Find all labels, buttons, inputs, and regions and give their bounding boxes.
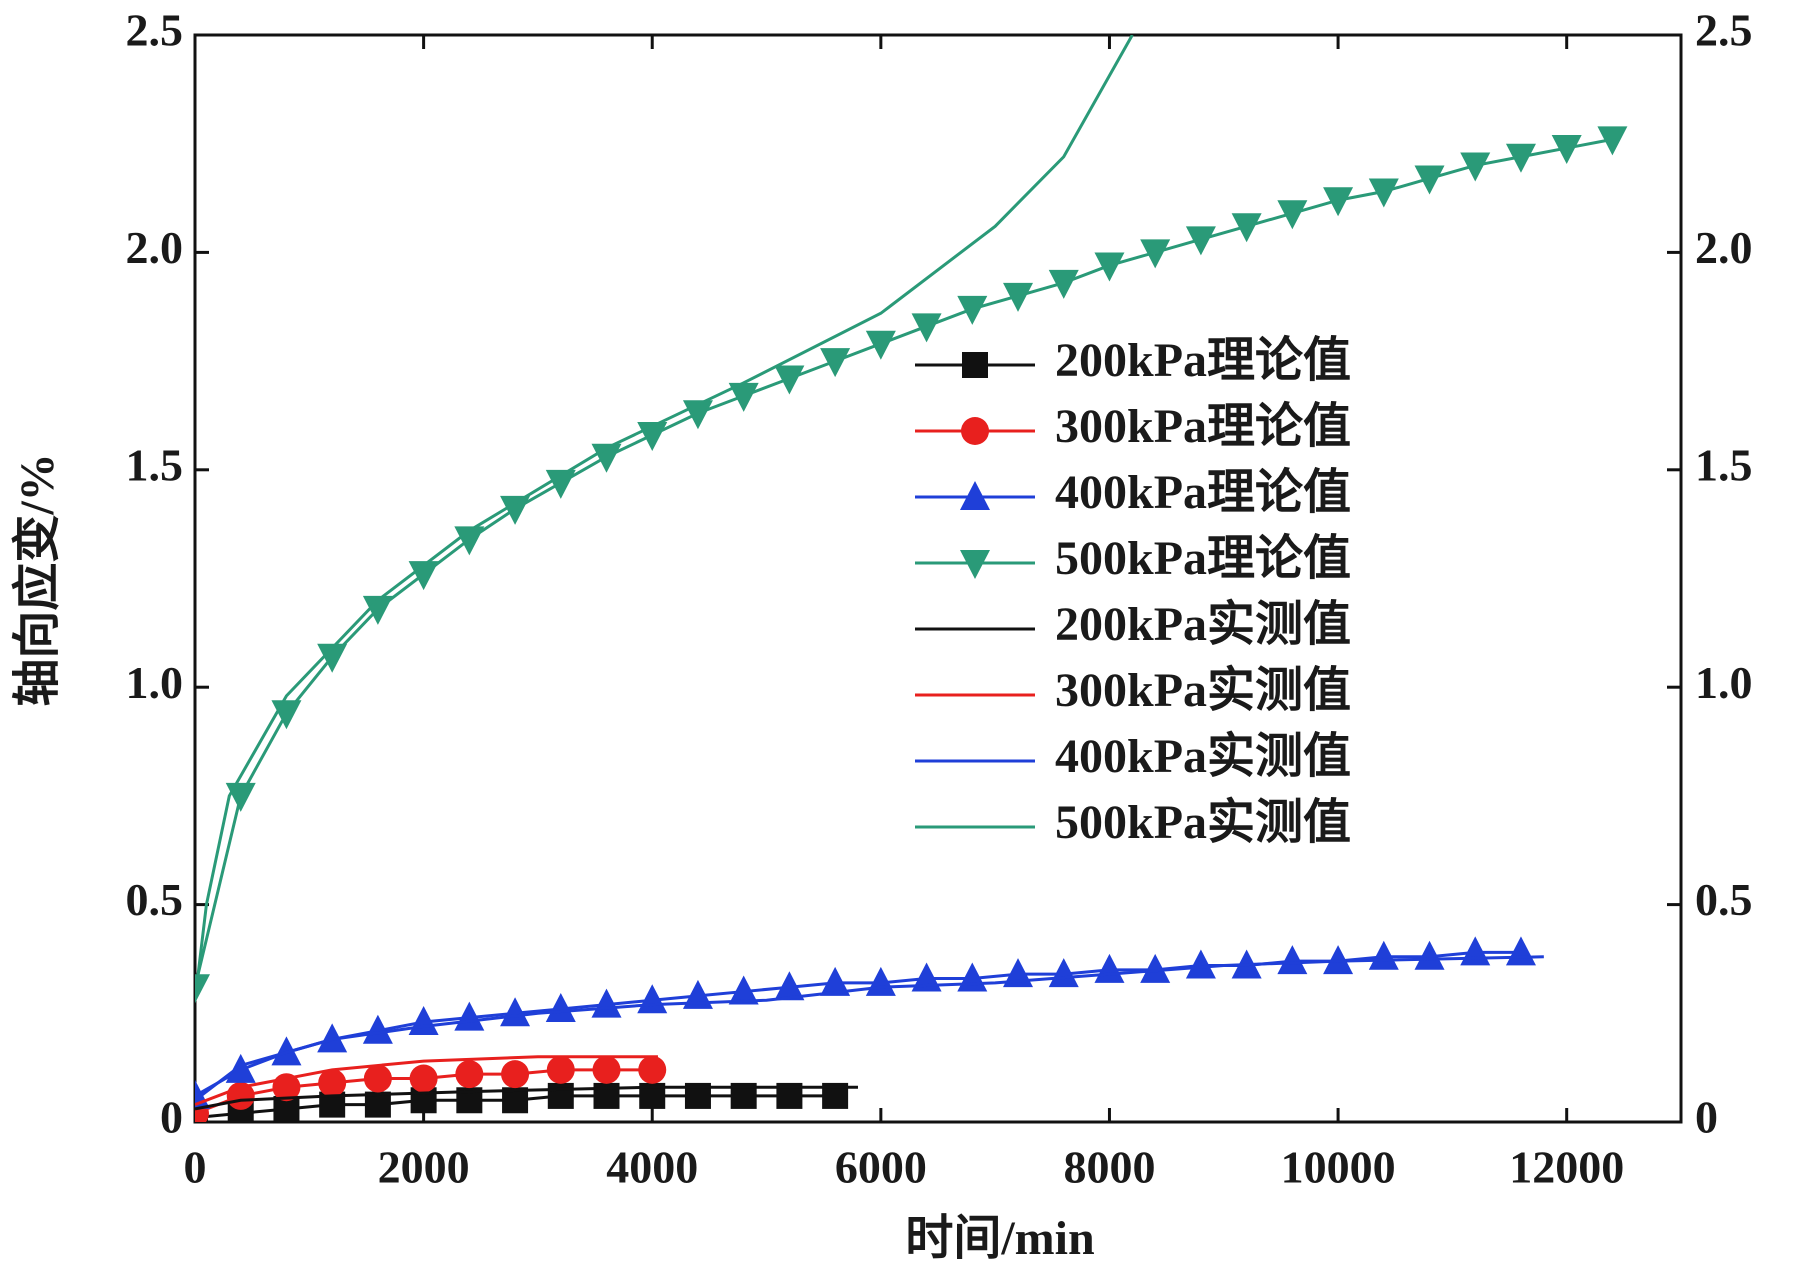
marker [317, 643, 348, 673]
marker [454, 526, 485, 556]
marker [1277, 945, 1308, 975]
x-tick-label: 6000 [835, 1142, 927, 1193]
x-tick-label: 12000 [1509, 1142, 1624, 1193]
marker [865, 330, 896, 360]
marker [638, 1055, 667, 1084]
marker [820, 966, 851, 996]
legend-label: 500kPa实测值 [1055, 796, 1351, 849]
x-axis-label: 时间/min [905, 1212, 1094, 1265]
plot-area [195, 35, 1628, 1122]
marker [500, 997, 531, 1027]
marker [1140, 953, 1171, 983]
y-tick-label: 1.0 [126, 657, 184, 708]
y-tick-label: 2.5 [126, 5, 184, 56]
marker [957, 295, 988, 325]
marker [1551, 135, 1582, 165]
legend-label: 200kPa理论值 [1055, 334, 1351, 387]
legend-label: 400kPa实测值 [1055, 730, 1351, 783]
marker [1003, 282, 1034, 312]
marker [961, 417, 989, 445]
marker [1597, 126, 1628, 156]
marker [362, 595, 393, 625]
marker [774, 971, 805, 1001]
marker [728, 382, 759, 412]
marker [546, 1055, 575, 1084]
marker [408, 561, 439, 591]
marker [1048, 958, 1079, 988]
marker [960, 550, 990, 579]
y2-tick-label: 0 [1695, 1092, 1718, 1143]
marker [911, 313, 942, 343]
marker [962, 352, 988, 378]
legend-label: 500kPa理论值 [1055, 532, 1351, 585]
series-line [195, 1085, 858, 1111]
legend-label: 300kPa理论值 [1055, 400, 1351, 453]
legend-label: 400kPa理论值 [1055, 466, 1351, 519]
marker [820, 348, 851, 378]
legend-label: 300kPa实测值 [1055, 664, 1351, 717]
marker [1323, 187, 1354, 217]
marker [1368, 940, 1399, 970]
marker [363, 1064, 392, 1093]
y-tick-label: 1.5 [126, 439, 184, 490]
series-line [195, 950, 1521, 1098]
marker [501, 1060, 530, 1089]
y2-tick-label: 1.5 [1695, 439, 1753, 490]
y-tick-label: 0.5 [126, 874, 184, 925]
marker [1185, 226, 1216, 256]
marker [545, 469, 576, 499]
series-line [195, 35, 1134, 1001]
marker [455, 1060, 484, 1089]
x-tick-label: 8000 [1063, 1142, 1155, 1193]
y-tick-label: 2.0 [126, 222, 184, 273]
x-tick-label: 4000 [606, 1142, 698, 1193]
marker [1505, 143, 1536, 173]
marker [547, 1082, 574, 1109]
marker [592, 1055, 621, 1084]
series-line [195, 955, 1544, 1102]
y2-tick-label: 2.5 [1695, 5, 1753, 56]
y2-tick-label: 1.0 [1695, 657, 1753, 708]
marker [409, 1064, 438, 1093]
legend-label: 200kPa实测值 [1055, 598, 1351, 651]
marker [1094, 252, 1125, 282]
marker [1460, 152, 1491, 182]
x-tick-label: 10000 [1281, 1142, 1396, 1193]
marker [1140, 239, 1171, 269]
series-line [195, 1055, 658, 1107]
x-tick-label: 0 [184, 1142, 207, 1193]
y2-tick-label: 2.0 [1695, 222, 1753, 273]
y-tick-label: 0 [160, 1092, 183, 1143]
marker [1048, 269, 1079, 299]
marker [1277, 200, 1308, 230]
marker [362, 1014, 393, 1044]
marker [728, 975, 759, 1005]
series-line [195, 137, 1613, 988]
marker [500, 495, 531, 525]
x-tick-label: 2000 [378, 1142, 470, 1193]
marker [225, 1053, 256, 1083]
marker [1414, 940, 1445, 970]
marker [1368, 178, 1399, 208]
marker [1231, 213, 1262, 243]
marker [1414, 165, 1445, 195]
marker [545, 992, 576, 1022]
marker [1185, 949, 1216, 979]
marker [318, 1068, 347, 1097]
y-axis-label: 轴向应变/% [11, 453, 64, 706]
marker [591, 988, 622, 1018]
marker [774, 365, 805, 395]
y2-tick-label: 0.5 [1695, 874, 1753, 925]
marker [960, 481, 990, 510]
plot-frame [193, 33, 1683, 1124]
